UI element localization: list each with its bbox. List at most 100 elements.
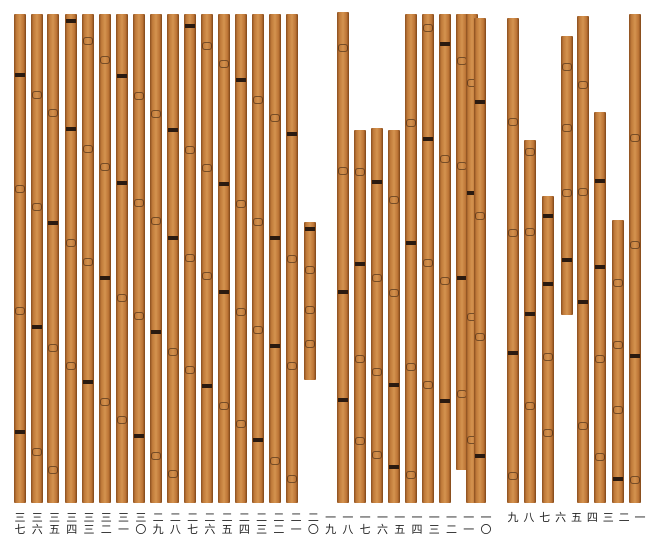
ink-character xyxy=(287,475,297,483)
ink-character xyxy=(66,239,76,247)
binding-mark xyxy=(389,383,399,387)
slip-number: 一 三 xyxy=(428,511,440,536)
ink-character xyxy=(270,457,280,465)
ink-character xyxy=(185,146,195,154)
ink-character xyxy=(117,294,127,302)
slip-number: 一 七 xyxy=(359,511,371,536)
ink-character xyxy=(253,326,263,334)
ink-character xyxy=(630,134,640,142)
slip-number: 三 五 xyxy=(49,511,61,536)
ink-character xyxy=(562,189,572,197)
ink-character xyxy=(219,60,229,68)
binding-mark xyxy=(168,236,178,240)
ink-character xyxy=(253,218,263,226)
ink-character xyxy=(32,91,42,99)
bamboo-slip xyxy=(405,14,417,503)
binding-mark xyxy=(15,430,25,434)
ink-character xyxy=(219,402,229,410)
ink-character xyxy=(578,422,588,430)
ink-character xyxy=(305,306,315,314)
slip-number: 一 xyxy=(634,511,646,524)
slip-number: 二 xyxy=(618,511,630,524)
slip-number: 一 九 xyxy=(325,511,337,536)
binding-mark xyxy=(543,214,553,218)
ink-character xyxy=(117,416,127,424)
binding-mark xyxy=(613,477,623,481)
bamboo-slip xyxy=(629,14,641,503)
slip-number: 三 三 xyxy=(83,511,95,536)
binding-mark xyxy=(66,19,76,23)
bamboo-slip xyxy=(184,14,196,503)
slip-number: 二 四 xyxy=(238,511,250,536)
ink-character xyxy=(83,37,93,45)
ink-character xyxy=(32,203,42,211)
ink-character xyxy=(15,307,25,315)
ink-character xyxy=(168,348,178,356)
ink-character xyxy=(355,168,365,176)
ink-character xyxy=(48,109,58,117)
bamboo-slip xyxy=(252,14,264,503)
bamboo-slip xyxy=(561,36,573,315)
slip-number: 一 五 xyxy=(394,511,406,536)
bamboo-slip xyxy=(612,220,624,503)
bamboo-slip xyxy=(594,112,606,503)
ink-character xyxy=(389,196,399,204)
ink-character xyxy=(185,254,195,262)
binding-mark xyxy=(15,73,25,77)
ink-character xyxy=(32,448,42,456)
bamboo-slip xyxy=(542,196,554,503)
binding-mark xyxy=(372,180,382,184)
binding-mark xyxy=(151,330,161,334)
binding-mark xyxy=(168,128,178,132)
slip-number: 一 〇 xyxy=(480,511,492,536)
ink-character xyxy=(134,312,144,320)
binding-mark xyxy=(117,181,127,185)
bamboo-slip xyxy=(65,14,77,503)
ink-character xyxy=(423,381,433,389)
slip-number: 六 xyxy=(555,511,567,524)
bamboo-slip xyxy=(577,16,589,503)
binding-mark xyxy=(457,276,467,280)
bamboo-slip xyxy=(235,14,247,503)
bamboo-slip xyxy=(286,14,298,503)
binding-mark xyxy=(440,399,450,403)
bamboo-slip xyxy=(14,14,26,503)
ink-character xyxy=(543,429,553,437)
binding-mark xyxy=(578,300,588,304)
ink-character xyxy=(151,110,161,118)
ink-character xyxy=(475,333,485,341)
ink-character xyxy=(151,217,161,225)
binding-mark xyxy=(630,354,640,358)
ink-character xyxy=(508,229,518,237)
ink-character xyxy=(508,472,518,480)
ink-character xyxy=(134,199,144,207)
ink-character xyxy=(83,258,93,266)
ink-character xyxy=(355,437,365,445)
ink-character xyxy=(134,92,144,100)
bamboo-slip xyxy=(388,130,400,503)
binding-mark xyxy=(270,344,280,348)
binding-mark xyxy=(117,74,127,78)
ink-character xyxy=(236,308,246,316)
binding-mark xyxy=(338,290,348,294)
ink-character xyxy=(630,476,640,484)
binding-mark xyxy=(83,380,93,384)
ink-character xyxy=(185,366,195,374)
ink-character xyxy=(48,466,58,474)
slip-number: 九 xyxy=(507,511,519,524)
bamboo-slip xyxy=(31,14,43,503)
bamboo-slip xyxy=(218,14,230,503)
ink-character xyxy=(578,188,588,196)
ink-character xyxy=(151,452,161,460)
ink-character xyxy=(66,362,76,370)
ink-character xyxy=(355,355,365,363)
bamboo-slip xyxy=(354,130,366,503)
ink-character xyxy=(525,228,535,236)
ink-character xyxy=(338,44,348,52)
slip-number: 五 xyxy=(571,511,582,524)
binding-mark xyxy=(475,100,485,104)
binding-mark xyxy=(525,312,535,316)
slip-number: 二 八 xyxy=(169,511,181,536)
slip-number: 一 八 xyxy=(342,511,354,536)
ink-character xyxy=(338,167,348,175)
